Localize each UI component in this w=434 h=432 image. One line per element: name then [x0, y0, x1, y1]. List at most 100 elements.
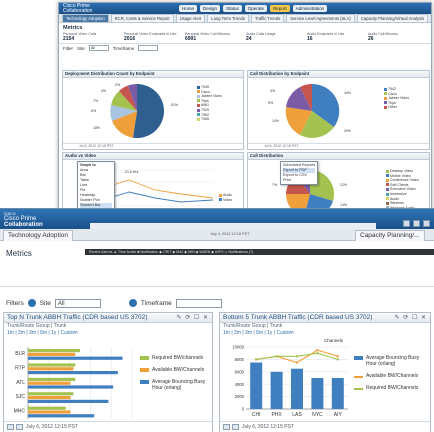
metric-card[interactable]: Audio Calls Usage 24: [246, 32, 305, 42]
pie-slice[interactable]: [110, 105, 137, 121]
export-menu-item[interactable]: Scheduled Reports: [283, 163, 316, 167]
bar[interactable]: [28, 385, 114, 389]
back-tab-rcr-costs[interactable]: RCR, Costs & Service Report: [110, 14, 174, 22]
bar[interactable]: [28, 356, 123, 360]
bar[interactable]: [28, 371, 118, 375]
menu-administration[interactable]: Administration: [292, 5, 328, 12]
back-tab-long-term-trends[interactable]: Long Term Trends: [207, 14, 249, 22]
bar[interactable]: [250, 362, 263, 410]
call-distribution-legend-2: Desktop Video Mobile Video Conference Vi…: [386, 169, 419, 210]
pie-slice[interactable]: [285, 107, 312, 135]
back-tab-capacity-planning[interactable]: Capacity Planning/Virtual Analysis: [356, 14, 429, 22]
context-menu-item[interactable]: Heatmap: [80, 193, 96, 197]
pie-label: 44%: [344, 91, 352, 95]
series-point: [275, 355, 278, 358]
bar[interactable]: [28, 363, 76, 367]
chart-type-icon[interactable]: [7, 424, 14, 430]
metric-card[interactable]: Personal Video Calls 2154: [63, 32, 122, 42]
time-range-links[interactable]: 1m | 2m | 3m | 6m | 1y | Custom: [7, 330, 78, 336]
context-menu-item[interactable]: Table: [80, 178, 90, 182]
context-menu-item[interactable]: Scatter Plot: [80, 198, 100, 202]
legend-item: Executive Video: [386, 187, 419, 192]
window-icon[interactable]: [423, 220, 430, 227]
site-label: Site: [39, 299, 51, 307]
menu-status[interactable]: Status: [223, 5, 242, 12]
context-menu-item[interactable]: Area: [80, 168, 89, 172]
pie-label: 51%: [171, 103, 179, 107]
pie-slice[interactable]: [128, 83, 137, 111]
pie-slice[interactable]: [300, 111, 334, 138]
metric-card[interactable]: Personal Video Call Minutes 6991: [185, 32, 244, 42]
front-logo: cisco Cisco Prime Collaboration: [4, 211, 43, 228]
metric-card[interactable]: Audio Endpoints in Use 16: [307, 32, 366, 42]
back-timeframe-select[interactable]: [138, 45, 159, 51]
menu-report[interactable]: Report: [270, 5, 290, 12]
legend-item: Trips: [384, 101, 409, 106]
pie-slice[interactable]: [286, 87, 312, 111]
export-menu-item[interactable]: Export to PDF: [283, 168, 316, 173]
metric-value: 26: [368, 36, 374, 42]
bar[interactable]: [28, 396, 71, 400]
pie-slice[interactable]: [300, 84, 312, 111]
table-view-icon[interactable]: [232, 424, 239, 430]
chart-type-icon[interactable]: [223, 424, 230, 430]
panel-title: Call Distribution by Endpoint: [248, 71, 429, 78]
export-menu: Scheduled Reports Export to PDF Export t…: [280, 161, 319, 185]
bar[interactable]: [311, 378, 324, 409]
context-menu-item[interactable]: Bar: [80, 173, 86, 177]
legend-item: Immersive: [386, 192, 419, 197]
menu-design[interactable]: Design: [200, 5, 221, 12]
back-tab-traffic-trends[interactable]: Traffic Trends: [250, 14, 285, 22]
metric-card[interactable]: Personal Video Endpoints in Use 2016: [124, 32, 183, 42]
metric-card[interactable]: Audio Call Minutes 26: [368, 32, 427, 42]
panel-tools-icons[interactable]: ✎ ⟳ ☐ ✕: [394, 315, 427, 321]
bar[interactable]: [28, 406, 66, 410]
tab-capacity-planning[interactable]: Capacity Planning/...: [355, 230, 425, 241]
context-menu-item[interactable]: Line: [80, 183, 88, 187]
timeframe-icon: [128, 299, 137, 307]
back-tab-usage-alert[interactable]: Usage Alert: [175, 14, 206, 22]
tab-timestamp: July 4, 2012 12:18 PST: [210, 232, 250, 236]
bar[interactable]: [331, 378, 344, 409]
bar[interactable]: [291, 368, 303, 409]
time-range-links[interactable]: 1m | 2m | 3m | 6m | 1y | Custom: [223, 330, 294, 336]
back-tab-sla[interactable]: Service Level Agreements (SLA): [286, 14, 355, 22]
table-view-icon[interactable]: [16, 424, 23, 430]
series-point: [336, 358, 339, 361]
pie-slice[interactable]: [312, 83, 340, 127]
pie-slice[interactable]: [133, 84, 165, 138]
bar[interactable]: [28, 381, 71, 385]
bar[interactable]: [28, 410, 71, 414]
back-site-select[interactable]: All: [88, 45, 109, 51]
site-select[interactable]: All: [54, 298, 101, 308]
settings-icon[interactable]: [413, 220, 420, 227]
metric-value: 2016: [124, 36, 136, 42]
bar[interactable]: [28, 377, 76, 381]
bar[interactable]: [28, 352, 76, 356]
bar[interactable]: [28, 399, 109, 403]
y-tick-label: 6000: [235, 369, 245, 374]
bar[interactable]: [28, 414, 95, 418]
panel-tools-icons[interactable]: ✎ ⟳ ☐ ✕: [176, 315, 209, 321]
context-menu-item[interactable]: Stacked Bar: [80, 203, 113, 208]
help-icon[interactable]: [403, 220, 410, 227]
bar[interactable]: [270, 371, 283, 409]
timeframe-select[interactable]: [175, 298, 222, 308]
bar[interactable]: [28, 367, 74, 371]
pie-slice[interactable]: [112, 111, 137, 138]
export-menu-item[interactable]: Print: [283, 178, 291, 182]
context-menu-item[interactable]: Pie: [80, 188, 86, 192]
back-logo-subtext: Collaboration: [63, 7, 93, 14]
legend-item: Audio: [219, 193, 232, 198]
tab-technology-adoption[interactable]: Technology Adoption: [3, 230, 73, 241]
back-tab-technology-adoption[interactable]: Technology Adoption: [62, 14, 109, 22]
bar[interactable]: [28, 392, 74, 396]
pie-slice[interactable]: [119, 85, 137, 112]
menu-home[interactable]: Home: [179, 5, 198, 12]
bar[interactable]: [28, 349, 80, 353]
export-menu-item[interactable]: Export to CSV: [283, 173, 308, 177]
notification-bar[interactable]: Recent Alarms ▲ Time Active ■ Notificati…: [85, 249, 434, 255]
legend-item: Cisco: [197, 90, 222, 95]
menu-operate[interactable]: Operate: [244, 5, 268, 12]
pie-slice[interactable]: [111, 91, 137, 111]
